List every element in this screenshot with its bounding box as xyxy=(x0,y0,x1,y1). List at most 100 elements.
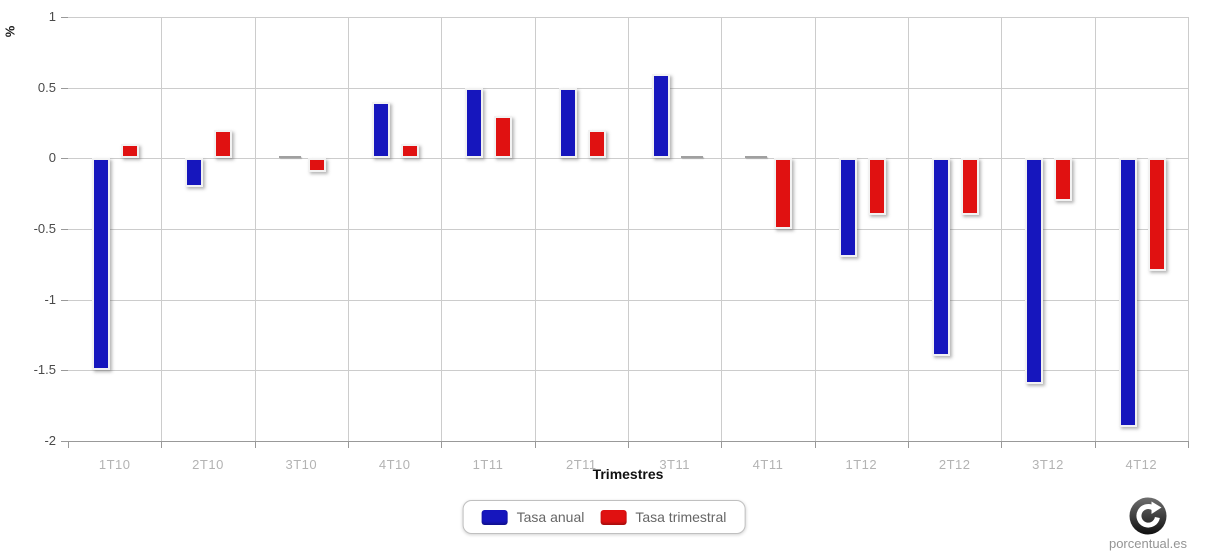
legend-label: Tasa anual xyxy=(516,509,585,525)
x-tick-label-2t11: 2T11 xyxy=(565,457,597,472)
x-tick-mark xyxy=(254,441,256,448)
x-tick-label-3t12: 3T12 xyxy=(1032,457,1064,472)
y-tick-mark xyxy=(61,370,68,372)
bar-group-2t10 xyxy=(161,17,254,441)
y-tick-label: 0.5 xyxy=(37,79,56,95)
y-tick-label: -2 xyxy=(44,433,56,448)
gridline-vertical xyxy=(721,17,723,441)
gridline-vertical xyxy=(534,17,536,441)
bar-tasa-trimestral-1t11[interactable] xyxy=(494,115,513,159)
bar-group-4t10 xyxy=(348,17,441,441)
legend-item-tasa-trimestral[interactable]: Tasa trimestral xyxy=(600,509,726,525)
x-axis-line xyxy=(68,441,1188,442)
y-tick-mark xyxy=(61,158,68,160)
bar-tasa-trimestral-3t10[interactable] xyxy=(307,158,326,173)
bar-group-4t12 xyxy=(1095,17,1188,441)
gridline-vertical xyxy=(254,17,256,441)
x-tick-label-3t11: 3T11 xyxy=(659,457,690,472)
x-tick-mark xyxy=(1001,441,1003,448)
bar-tasa-anual-4t11[interactable] xyxy=(745,156,768,159)
x-tick-mark xyxy=(721,441,723,448)
bar-tasa-trimestral-1t12[interactable] xyxy=(867,158,886,215)
watermark-text: porcentual.es xyxy=(1108,536,1188,551)
bar-tasa-anual-2t12[interactable] xyxy=(932,158,950,357)
bar-group-3t11 xyxy=(628,17,721,441)
refresh-circle-icon xyxy=(1129,497,1167,535)
bar-group-1t10 xyxy=(68,17,161,441)
bar-tasa-anual-4t10[interactable] xyxy=(372,101,390,159)
bar-group-2t11 xyxy=(535,17,628,441)
bar-tasa-anual-3t11[interactable] xyxy=(652,73,670,159)
y-tick-label: -1.5 xyxy=(33,362,56,378)
bar-tasa-anual-3t10[interactable] xyxy=(278,156,301,159)
y-tick-label: -0.5 xyxy=(33,221,56,236)
x-tick-label-2t12: 2T12 xyxy=(938,457,971,472)
x-tick-mark xyxy=(908,441,909,448)
bar-group-1t12 xyxy=(815,17,908,441)
bar-tasa-trimestral-1t10[interactable] xyxy=(121,144,139,159)
x-tick-mark xyxy=(68,441,69,448)
gridline-vertical xyxy=(814,17,816,441)
bar-tasa-trimestral-3t11[interactable] xyxy=(681,156,703,159)
x-tick-label-1t11: 1T11 xyxy=(472,457,504,472)
gridline-vertical xyxy=(908,17,909,441)
y-tick-mark xyxy=(61,229,68,230)
bar-group-4t11 xyxy=(721,17,814,441)
x-tick-label-1t10: 1T10 xyxy=(98,457,131,472)
bar-tasa-anual-4t12[interactable] xyxy=(1118,158,1137,427)
watermark: porcentual.es xyxy=(1101,497,1195,551)
gridline-vertical xyxy=(1094,17,1096,441)
x-tick-mark xyxy=(1188,441,1189,448)
y-tick-mark xyxy=(61,87,68,89)
gridline-vertical xyxy=(1001,17,1003,441)
bar-tasa-anual-2t10[interactable] xyxy=(185,158,204,187)
y-tick-label: 1 xyxy=(48,9,56,24)
y-tick-label: -1 xyxy=(44,291,56,307)
x-tick-label-1t12: 1T12 xyxy=(845,457,878,472)
y-tick-mark xyxy=(61,441,68,442)
x-tick-mark xyxy=(534,441,536,448)
legend: Tasa anual Tasa trimestral xyxy=(462,500,746,534)
y-axis-title: % xyxy=(2,25,18,38)
gridline-vertical xyxy=(628,17,629,441)
x-tick-mark xyxy=(628,441,629,448)
bar-tasa-anual-2t11[interactable] xyxy=(558,87,577,159)
gridline-vertical xyxy=(1188,17,1189,441)
x-tick-label-4t12: 4T12 xyxy=(1125,457,1158,472)
bar-tasa-trimestral-2t12[interactable] xyxy=(961,158,979,215)
legend-label: Tasa trimestral xyxy=(635,509,727,525)
bar-tasa-anual-1t12[interactable] xyxy=(838,158,857,258)
bar-tasa-trimestral-4t11[interactable] xyxy=(774,158,793,229)
gridline-vertical xyxy=(348,17,349,441)
bar-tasa-anual-1t10[interactable] xyxy=(92,158,110,371)
bar-group-1t11 xyxy=(441,17,534,441)
bar-tasa-anual-3t12[interactable] xyxy=(1025,158,1044,385)
legend-item-tasa-anual[interactable]: Tasa anual xyxy=(481,509,585,525)
x-tick-mark xyxy=(348,441,349,448)
bar-group-3t10 xyxy=(255,17,348,441)
bar-tasa-trimestral-4t10[interactable] xyxy=(401,144,419,159)
bar-tasa-anual-1t11[interactable] xyxy=(465,87,484,159)
x-tick-mark xyxy=(814,441,816,448)
x-tick-label-3t10: 3T10 xyxy=(285,457,318,472)
x-tick-label-4t11: 4T11 xyxy=(752,457,784,472)
bar-tasa-trimestral-4t12[interactable] xyxy=(1147,158,1166,272)
x-tick-mark xyxy=(1094,441,1096,448)
gridline-vertical xyxy=(441,17,443,441)
x-tick-label-4t10: 4T10 xyxy=(378,457,411,472)
legend-swatch-blue xyxy=(481,509,508,525)
x-tick-mark xyxy=(161,441,163,448)
gridline-vertical xyxy=(161,17,163,441)
bar-tasa-trimestral-2t11[interactable] xyxy=(587,130,606,159)
bar-tasa-trimestral-2t10[interactable] xyxy=(214,130,233,159)
x-tick-label-2t10: 2T10 xyxy=(192,457,224,472)
bar-tasa-trimestral-3t12[interactable] xyxy=(1054,158,1073,201)
bar-group-2t12 xyxy=(908,17,1001,441)
bar-group-3t12 xyxy=(1001,17,1094,441)
x-tick-mark xyxy=(441,441,443,448)
plot-area xyxy=(68,17,1189,442)
legend-swatch-red xyxy=(600,509,627,525)
x-axis-title: Trimestres xyxy=(592,466,664,482)
y-tick-mark xyxy=(61,17,68,18)
